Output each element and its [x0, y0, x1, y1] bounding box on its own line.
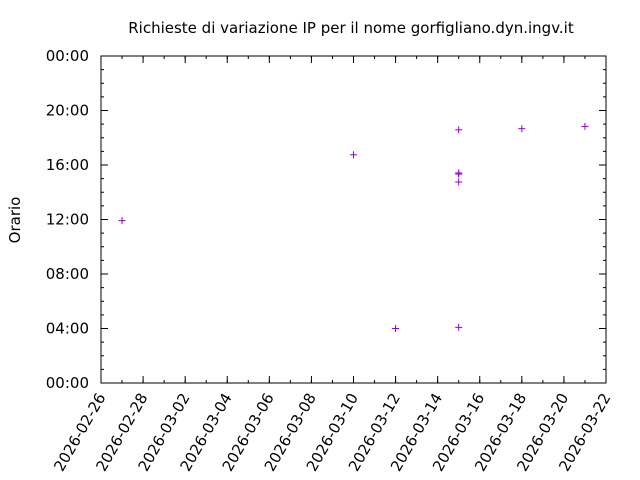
y-tick-label: 08:00	[46, 265, 89, 283]
data-point	[518, 125, 526, 133]
data-point	[455, 323, 463, 331]
y-axis: 00:00 04:00 08:00 12:00 16:00 20:00 00:00	[46, 47, 606, 392]
y-axis-label: Orario	[6, 197, 24, 244]
data-point	[455, 126, 463, 134]
data-point	[392, 325, 400, 332]
data-point	[455, 170, 463, 178]
data-point	[581, 122, 589, 130]
y-tick-label: 16:00	[46, 156, 89, 174]
y-tick-label: 04:00	[46, 320, 89, 338]
x-axis: 2026-02-262026-02-282026-03-022026-03-04…	[50, 56, 614, 475]
data-point	[455, 178, 463, 186]
y-tick-label: 20:00	[46, 102, 89, 120]
y-tick-label: 12:00	[46, 211, 89, 229]
y-tick-label: 00:00	[46, 47, 89, 65]
plot-frame	[100, 55, 607, 384]
data-point	[118, 217, 126, 225]
chart-title: Richieste di variazione IP per il nome g…	[128, 19, 574, 37]
data-point	[350, 151, 357, 159]
y-tick-label: 00:00	[46, 374, 89, 392]
data-points	[118, 122, 589, 332]
